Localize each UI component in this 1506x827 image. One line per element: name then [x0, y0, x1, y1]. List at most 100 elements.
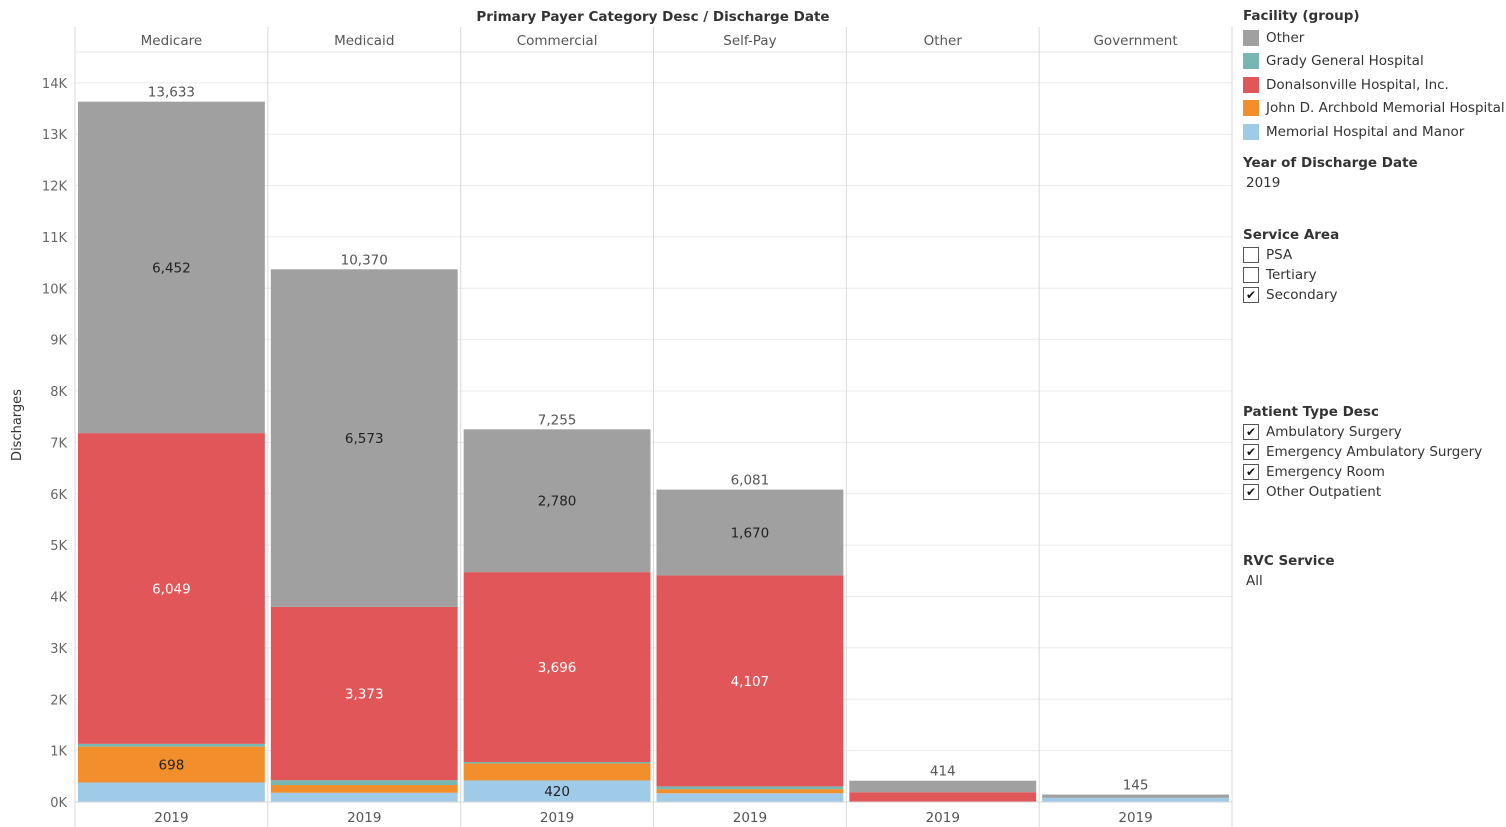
filter-option[interactable]: ✔ Emergency Room — [1243, 462, 1482, 482]
bar-segment[interactable] — [463, 780, 651, 802]
legend-swatch — [1243, 123, 1259, 140]
filter-option[interactable]: Tertiary — [1243, 265, 1339, 285]
x-tick-label: 2019 — [926, 810, 960, 826]
bar-segment[interactable] — [656, 789, 844, 794]
bar-segment[interactable] — [1042, 794, 1229, 798]
legend-item[interactable]: Grady General Hospital — [1243, 50, 1505, 74]
y-tick-label: 11K — [42, 231, 68, 246]
total-label: 10,370 — [341, 252, 388, 268]
y-tick-label: 1K — [50, 745, 67, 760]
filter-option-label: Tertiary — [1266, 267, 1317, 283]
x-tick-label: 2019 — [1118, 810, 1152, 826]
x-tick-label: 2019 — [540, 810, 574, 826]
bar-segment[interactable] — [849, 780, 1037, 793]
checked-checkbox[interactable]: ✔ — [1243, 444, 1259, 460]
legend-swatch — [1243, 53, 1259, 70]
legend-swatch — [1243, 29, 1259, 46]
data-label: 3,373 — [345, 687, 384, 703]
x-tick-label: 2019 — [347, 810, 381, 826]
bar-segment[interactable] — [270, 792, 458, 802]
y-tick-label: 14K — [42, 77, 68, 92]
column-header: Commercial — [517, 33, 598, 49]
column-header: Self-Pay — [723, 33, 776, 49]
bar-segment[interactable] — [463, 761, 651, 764]
data-label: 4,107 — [731, 674, 770, 690]
service-area-title: Service Area — [1243, 227, 1340, 243]
filter-option-label: Emergency Room — [1266, 464, 1385, 480]
bar-segment[interactable] — [78, 782, 265, 802]
legend-swatch — [1243, 76, 1259, 93]
bar-segment[interactable] — [78, 746, 265, 783]
y-tick-label: 3K — [50, 642, 67, 657]
year-filter-title: Year of Discharge Date — [1243, 155, 1418, 171]
bar-segment[interactable] — [78, 433, 265, 744]
y-tick-label: 7K — [50, 436, 67, 451]
filter-option[interactable]: PSA — [1243, 245, 1339, 265]
y-tick-label: 2K — [50, 693, 67, 708]
bar-segment[interactable] — [656, 489, 844, 576]
bar-segment[interactable] — [1042, 797, 1229, 802]
filter-option[interactable]: ✔ Secondary — [1243, 285, 1339, 305]
bar-segment[interactable] — [78, 743, 265, 747]
y-tick-label: 6K — [50, 488, 67, 503]
legend-items: Other Grady General Hospital Donalsonville… — [1243, 26, 1505, 144]
bar-segment[interactable] — [270, 780, 458, 786]
column-header: Other — [924, 33, 963, 49]
bar-segment[interactable] — [270, 785, 458, 793]
year-filter-value[interactable]: 2019 — [1246, 175, 1281, 191]
filter-option[interactable]: ✔ Ambulatory Surgery — [1243, 422, 1482, 442]
bar-segment[interactable] — [270, 269, 458, 607]
legend-item[interactable]: Memorial Hospital and Manor — [1243, 120, 1505, 144]
filter-option[interactable]: ✔ Emergency Ambulatory Surgery — [1243, 442, 1482, 462]
bar-segment[interactable] — [656, 786, 844, 790]
bar-segment[interactable] — [463, 429, 651, 573]
legend-item[interactable]: Donalsonville Hospital, Inc. — [1243, 73, 1505, 97]
data-label: 6,573 — [345, 431, 384, 447]
y-tick-label: 8K — [50, 385, 67, 400]
legend-title: Facility (group) — [1243, 8, 1360, 24]
checked-checkbox[interactable]: ✔ — [1243, 287, 1259, 303]
bar-segment[interactable] — [463, 572, 651, 762]
checked-checkbox[interactable]: ✔ — [1243, 484, 1259, 500]
sidebar: Facility (group) Other Grady General Hosp… — [1243, 6, 1505, 589]
total-label: 7,255 — [538, 412, 577, 428]
checked-checkbox[interactable]: ✔ — [1243, 464, 1259, 480]
filter-option-label: PSA — [1266, 247, 1293, 263]
legend-label: Grady General Hospital — [1266, 53, 1424, 70]
year-filter[interactable]: Year of Discharge Date 2019 — [1243, 153, 1418, 193]
filter-option-label: Emergency Ambulatory Surgery — [1266, 444, 1483, 460]
legend-label: Donalsonville Hospital, Inc. — [1266, 76, 1449, 93]
rvc-service-filter[interactable]: RVC Service All — [1243, 551, 1335, 591]
legend-item[interactable]: John D. Archbold Memorial Hospital — [1243, 97, 1505, 121]
bar-segment[interactable] — [270, 606, 458, 781]
bar-segment[interactable] — [78, 101, 265, 434]
bar-segment[interactable] — [656, 575, 844, 787]
y-tick-label: 10K — [42, 282, 68, 297]
column-header: Medicare — [141, 33, 203, 49]
filter-option-label: Other Outpatient — [1266, 484, 1382, 500]
unchecked-checkbox[interactable] — [1243, 247, 1259, 263]
y-tick-label: 5K — [50, 539, 67, 554]
legend-label: Memorial Hospital and Manor — [1266, 123, 1465, 140]
total-label: 145 — [1123, 778, 1149, 794]
column-header: Government — [1093, 33, 1177, 49]
rvc-service-value[interactable]: All — [1246, 573, 1263, 589]
patient-type-filter: Patient Type Desc ✔ Ambulatory Surgery ✔ Em… — [1243, 402, 1482, 502]
filter-option-label: Ambulatory Surgery — [1266, 424, 1402, 440]
x-tick-label: 2019 — [733, 810, 767, 826]
filter-option[interactable]: ✔ Other Outpatient — [1243, 482, 1482, 502]
total-label: 414 — [930, 764, 956, 780]
chart-header: Primary Payer Category Desc / Discharge … — [476, 9, 829, 25]
data-label: 420 — [544, 784, 570, 800]
legend-item[interactable]: Other — [1243, 26, 1505, 50]
patient-type-title: Patient Type Desc — [1243, 404, 1379, 420]
bar-segment[interactable] — [463, 763, 651, 781]
y-tick-label: 4K — [50, 591, 67, 606]
bar-segment[interactable] — [849, 792, 1037, 802]
y-tick-label: 0K — [50, 796, 67, 811]
bar-segment[interactable] — [656, 793, 844, 802]
checked-checkbox[interactable]: ✔ — [1243, 424, 1259, 440]
data-label: 3,696 — [538, 660, 577, 676]
unchecked-checkbox[interactable] — [1243, 267, 1259, 283]
total-label: 6,081 — [731, 473, 770, 489]
